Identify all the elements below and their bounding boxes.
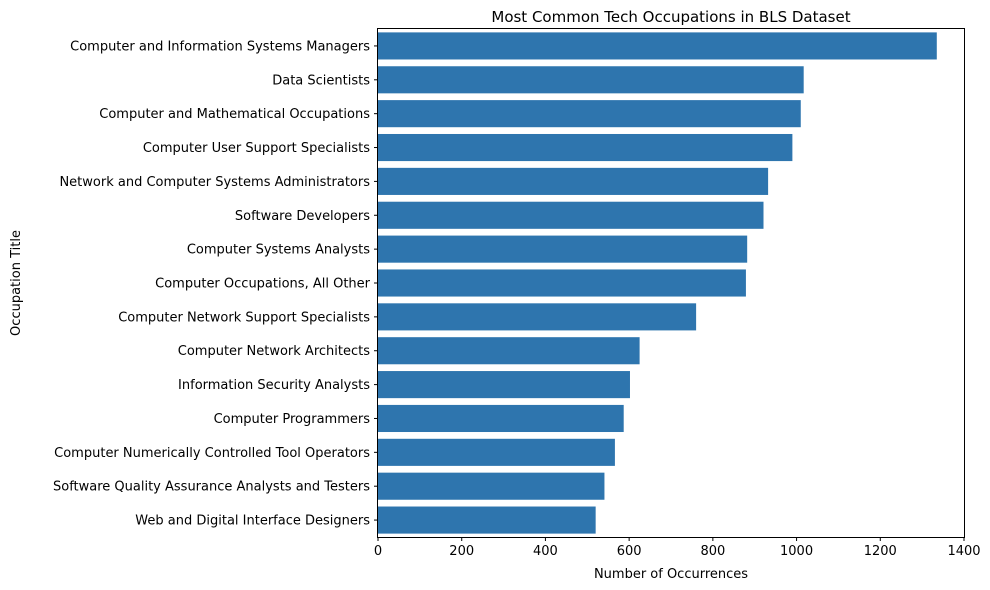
x-tick-label: 200: [449, 544, 474, 559]
bar: [378, 506, 596, 534]
bar: [378, 133, 793, 162]
bar: [378, 235, 748, 263]
y-tick-label: Web and Digital Interface Designers: [135, 514, 370, 529]
x-tick-label: 1400: [947, 544, 980, 559]
y-tick-label: Computer Network Architects: [178, 344, 370, 359]
y-tick-label: Computer and Mathematical Occupations: [99, 107, 370, 122]
bar: [378, 201, 764, 229]
y-tick-label: Computer Numerically Controlled Tool Ope…: [54, 446, 370, 461]
x-tick-label: 0: [374, 544, 382, 559]
bar: [378, 438, 615, 466]
bar: [378, 32, 937, 60]
x-ticks-group: 0 200 400 600 800 1000 1200 1400: [374, 537, 981, 559]
bar: [378, 66, 804, 94]
y-tick-label: Computer User Support Specialists: [143, 141, 370, 156]
y-tick-label: Computer Programmers: [214, 412, 371, 427]
bar: [378, 269, 746, 297]
x-tick-label: 600: [617, 544, 642, 559]
x-axis-label: Number of Occurrences: [594, 567, 748, 582]
x-tick-label: 1000: [780, 544, 813, 559]
bar: [378, 472, 605, 500]
y-tick-label: Data Scientists: [272, 73, 370, 88]
chart-title: Most Common Tech Occupations in BLS Data…: [491, 8, 850, 26]
y-tick-label: Computer Systems Analysts: [187, 243, 370, 258]
y-tick-label: Network and Computer Systems Administrat…: [59, 175, 370, 190]
y-tick-label: Software Developers: [235, 209, 370, 224]
bar: [378, 337, 640, 365]
y-tick-label: Computer Occupations, All Other: [155, 277, 370, 292]
bar: [378, 100, 801, 128]
y-tick-label: Information Security Analysts: [178, 378, 370, 393]
y-tick-labels: Computer and Information Systems Manager…: [53, 39, 378, 529]
x-tick-label: 800: [700, 544, 725, 559]
y-axis-label: Occupation Title: [9, 230, 24, 336]
bar: [378, 167, 769, 195]
bars-group: [378, 32, 937, 534]
bar: [378, 404, 624, 433]
bar: [378, 371, 630, 399]
x-tick-label: 1200: [864, 544, 897, 559]
x-tick-label: 400: [533, 544, 558, 559]
plot-frame: [377, 28, 965, 538]
y-tick-label: Computer Network Support Specialists: [118, 310, 370, 325]
y-tick-label: Computer and Information Systems Manager…: [70, 39, 370, 54]
y-tick-label: Software Quality Assurance Analysts and …: [53, 480, 370, 495]
bar: [378, 303, 697, 331]
